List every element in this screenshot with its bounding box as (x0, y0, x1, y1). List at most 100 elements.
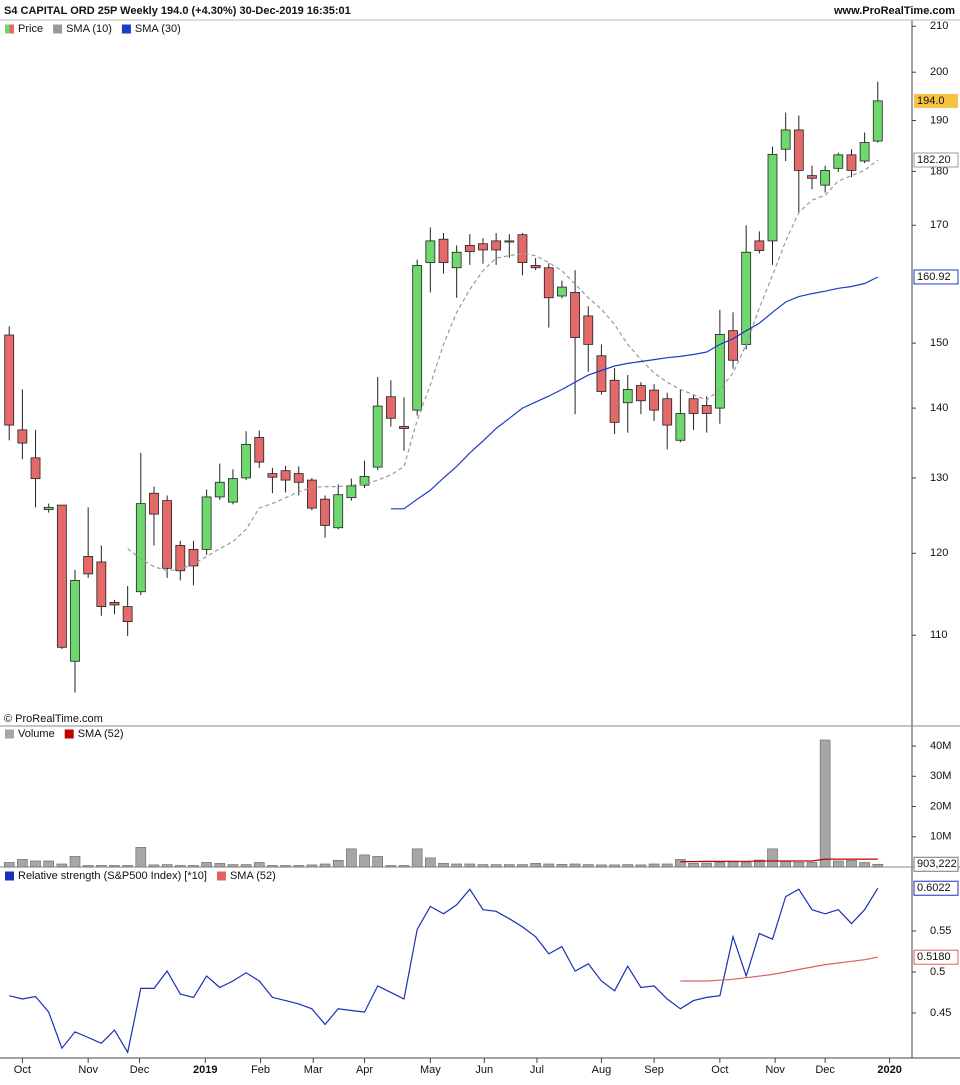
candle-body (346, 485, 357, 499)
last-value-label: 0.6022 (917, 882, 951, 894)
volume-bar (240, 864, 252, 868)
last-value-label: 160.92 (917, 271, 951, 283)
last-value-box (913, 880, 959, 896)
volume-bar (635, 864, 647, 868)
last-value-box (913, 856, 959, 872)
volume-bar (280, 865, 291, 868)
candle-body (241, 444, 251, 479)
candle-body (609, 379, 620, 423)
volume-bar (543, 863, 555, 868)
x-tick-label: Mar (304, 1064, 323, 1076)
volume-bar (56, 863, 68, 868)
candle-body (451, 251, 462, 269)
volume-bar (556, 863, 568, 868)
candle-body (4, 334, 15, 426)
y-tick-label: 120 (930, 547, 948, 559)
volume-bar (411, 848, 423, 868)
legend-label: SMA (10) (66, 23, 112, 35)
volume-bar (872, 863, 884, 868)
x-tick-label: Nov (78, 1064, 98, 1076)
candle-body (83, 556, 94, 575)
y-tick-label: 130 (930, 472, 948, 484)
candle-body (754, 240, 765, 251)
last-value-label: 0.5180 (917, 951, 951, 963)
candle-body (399, 426, 409, 429)
volume-bar (451, 863, 462, 868)
volume-bar (833, 860, 844, 868)
y-tick-label: 190 (930, 114, 948, 126)
volume-bar (503, 864, 515, 868)
x-tick-label: 2019 (193, 1064, 217, 1076)
candle-body (872, 100, 883, 142)
candle-body (135, 503, 146, 593)
candle-body (30, 457, 41, 480)
candle-body (372, 405, 383, 468)
y-tick-label: 40M (930, 740, 951, 752)
y-tick-label: 10M (930, 831, 951, 843)
candle-body (320, 498, 330, 526)
candle-body (162, 500, 173, 569)
volume-bar (530, 863, 541, 868)
volume-bar (806, 862, 818, 868)
candle-body (412, 265, 423, 411)
candle-body (543, 267, 554, 299)
volume-bar (398, 865, 410, 868)
y-tick-label: 0.55 (930, 925, 951, 937)
legend-swatch (5, 871, 14, 881)
candle-body (214, 481, 225, 498)
candle-body (846, 154, 857, 171)
candle-body (385, 396, 396, 419)
candle-body (333, 494, 344, 529)
x-tick-label: Dec (815, 1064, 835, 1076)
candle-body (306, 479, 317, 509)
candle-body (188, 548, 199, 567)
volume-bar (754, 859, 765, 868)
candle-body (807, 175, 817, 179)
y-tick-label: 170 (930, 219, 948, 231)
candle-body (359, 476, 370, 486)
last-value-box (913, 152, 959, 168)
volume-bar (346, 848, 357, 868)
last-value-label: 903,222 (917, 858, 957, 870)
volume-bar (43, 860, 54, 868)
volume-bar (109, 865, 120, 868)
volume-bar (859, 862, 870, 868)
volume-bar (306, 864, 318, 868)
volume-bar (359, 854, 370, 868)
x-tick-label: Sep (644, 1064, 664, 1076)
x-tick-label: 2020 (877, 1064, 901, 1076)
chart-title: S4 CAPITAL ORD 25P Weekly 194.0 (+4.30%)… (4, 5, 351, 17)
y-tick-label: 180 (930, 165, 948, 177)
candle-body (504, 240, 515, 243)
volume-bar (69, 856, 81, 868)
series-line (127, 159, 879, 572)
volume-bar (727, 861, 739, 868)
volume-bar (819, 739, 831, 868)
volume-bar (82, 865, 94, 868)
last-value-label: 182.20 (917, 154, 951, 166)
legend-swatch (5, 729, 14, 739)
candle-body (517, 234, 528, 263)
y-tick-label: 150 (930, 337, 948, 349)
candle-body (780, 129, 791, 150)
candle-body (438, 238, 449, 263)
series-line (680, 858, 878, 863)
candle-body (833, 154, 844, 169)
candle-body (662, 398, 673, 426)
volume-bar (332, 860, 344, 868)
candle-body (96, 561, 107, 607)
candle-body (675, 413, 686, 441)
volume-bar (227, 864, 239, 868)
volume-bar (688, 863, 699, 868)
candle-body (530, 265, 541, 269)
candle-body (570, 292, 580, 338)
y-tick-label: 20M (930, 800, 951, 812)
y-tick-label: 200 (930, 66, 948, 78)
candle-body (293, 473, 304, 483)
candle-body (267, 473, 278, 478)
x-tick-label: Apr (356, 1064, 373, 1076)
candle-body (491, 240, 502, 251)
volume-bar (201, 862, 212, 868)
candle-body (425, 240, 436, 263)
